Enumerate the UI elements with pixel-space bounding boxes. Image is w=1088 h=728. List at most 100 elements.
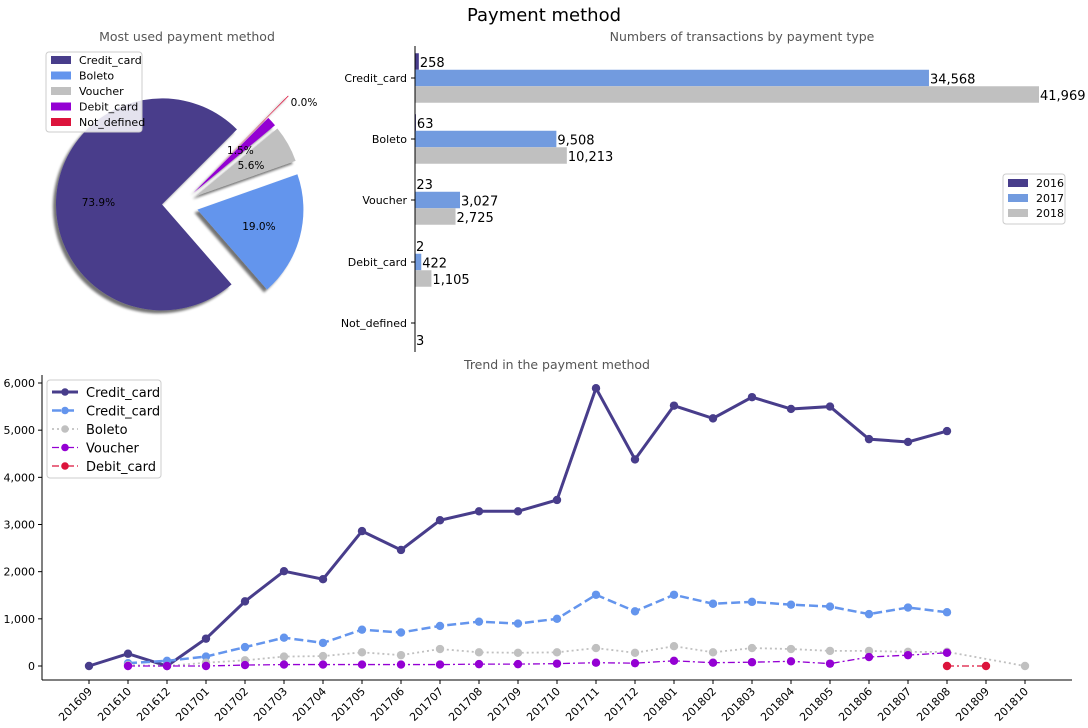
line-point-debit-card [357, 660, 367, 669]
pie-legend-label: Boleto [79, 70, 114, 83]
line-point-credit-card [591, 383, 601, 393]
line-point-debit-card [669, 656, 679, 666]
line-legend-label: Boleto [86, 423, 128, 438]
line-point-debit-card [396, 660, 406, 669]
bar-value-label: 63 [417, 117, 434, 132]
line-point-boleto [591, 590, 601, 599]
line-x-tick-label: 201703 [251, 685, 290, 724]
bar-legend-swatch [1008, 209, 1028, 217]
line-x-tick-label: 201802 [680, 685, 719, 724]
line-point-credit-card [84, 661, 94, 671]
line-chart-y-ticks: 0 1,000 2,000 3,000 4,000 5,000 6,000 [4, 377, 42, 673]
line-point-voucher [864, 646, 874, 656]
line-point-voucher [357, 648, 367, 657]
pie-pct-label: 5.6% [238, 160, 265, 172]
line-y-tick-label: 0 [28, 660, 35, 673]
bar-legend-label: 2016 [1036, 177, 1064, 190]
bar-value-label: 2,725 [457, 211, 494, 226]
line-x-tick-label: 201609 [56, 685, 95, 724]
line-x-tick-label: 201711 [563, 685, 602, 724]
pie-chart: Most used payment method 73.9% 19.0% 5.6% 1… [45, 29, 318, 311]
bar-legend-swatch [1008, 179, 1028, 187]
line-point-debit-card [903, 650, 913, 660]
pie-legend-swatch [51, 71, 71, 80]
bar-value-label: 34,568 [930, 72, 976, 87]
line-legend-label: Credit_card [86, 386, 160, 401]
pie-pct-label: 0.0% [291, 97, 318, 109]
line-point-debit-card [864, 652, 874, 662]
line-point-credit-card [279, 566, 289, 576]
line-series-voucher [127, 645, 1026, 667]
line-x-tick-label: 201701 [173, 685, 212, 724]
line-point-boleto [630, 607, 640, 616]
line-x-tick-label: 201801 [641, 685, 680, 724]
line-chart-title: Trend in the payment method [463, 357, 650, 372]
pie-pct-label: 1.5% [227, 145, 254, 157]
pie-legend-label: Voucher [79, 85, 124, 98]
bar-value-label: 3,027 [461, 194, 498, 209]
pie-legend-label: Credit_card [79, 54, 142, 67]
pie-pct-label: 73.9% [82, 197, 115, 209]
line-point-boleto [474, 617, 484, 626]
line-chart-series [84, 383, 1030, 671]
line-legend-marker [61, 462, 69, 470]
line-point-credit-card [786, 404, 796, 414]
line-point-debit-card [279, 660, 289, 669]
line-point-not-defined [942, 661, 952, 671]
line-point-credit-card [825, 402, 835, 411]
bar-value-label: 9,508 [557, 133, 594, 148]
line-point-boleto [708, 599, 718, 608]
line-x-tick-label: 201809 [953, 685, 992, 724]
line-point-boleto [825, 602, 835, 611]
line-legend-marker [61, 388, 69, 396]
pie-slices [55, 95, 304, 311]
pie-legend-label: Debit_card [79, 101, 138, 114]
bar-chart-category-ticks: Credit_card Boleto Voucher Debit_card Not_de… [341, 72, 415, 330]
bar-value-label: 3 [416, 334, 424, 349]
line-point-boleto [903, 603, 913, 612]
pie-pct-label: 19.0% [242, 221, 275, 233]
line-point-voucher [513, 648, 523, 657]
line-point-credit-card [396, 545, 406, 555]
line-point-credit-card [435, 516, 445, 525]
line-point-debit-card [786, 657, 796, 666]
line-point-credit-card [942, 426, 952, 436]
line-legend-box [46, 379, 162, 479]
line-legend-marker [61, 406, 69, 415]
line-point-debit-card [201, 661, 211, 671]
line-point-credit-card [708, 414, 718, 423]
line-point-credit-card [903, 437, 913, 447]
bar-2017-voucher [415, 191, 461, 209]
line-point-voucher [435, 644, 445, 654]
line-legend-label: Voucher [86, 442, 139, 457]
line-point-credit-card [201, 634, 211, 643]
line-x-tick-label: 201810 [992, 685, 1031, 724]
pie-legend-swatch [51, 102, 71, 111]
line-point-debit-card [318, 660, 328, 669]
line-point-debit-card [552, 659, 562, 668]
line-point-debit-card [708, 658, 718, 667]
line-point-debit-card [123, 661, 133, 671]
line-point-debit-card [747, 658, 757, 667]
figure-title: Payment method [467, 5, 621, 26]
bar-chart-title: Numbers of transactions by payment type [610, 29, 875, 44]
line-x-tick-label: 201806 [836, 685, 875, 724]
line-point-voucher [396, 650, 406, 660]
line-point-boleto [318, 638, 328, 648]
line-point-boleto [240, 642, 250, 652]
pie-legend-swatch [51, 87, 71, 95]
bar-category-label: Credit_card [344, 72, 407, 85]
line-x-tick-label: 201710 [524, 685, 563, 724]
bar-value-label: 1,105 [432, 273, 469, 288]
line-point-debit-card [942, 648, 952, 657]
line-point-voucher [825, 646, 835, 656]
line-point-voucher [708, 648, 718, 657]
line-point-voucher [630, 648, 640, 657]
bar-value-label: 258 [420, 56, 445, 71]
line-point-debit-card [474, 659, 484, 669]
pie-legend-swatch [51, 118, 71, 126]
line-point-debit-card [435, 660, 445, 669]
line-x-tick-label: 201707 [407, 685, 446, 724]
line-x-tick-label: 201702 [212, 685, 251, 724]
